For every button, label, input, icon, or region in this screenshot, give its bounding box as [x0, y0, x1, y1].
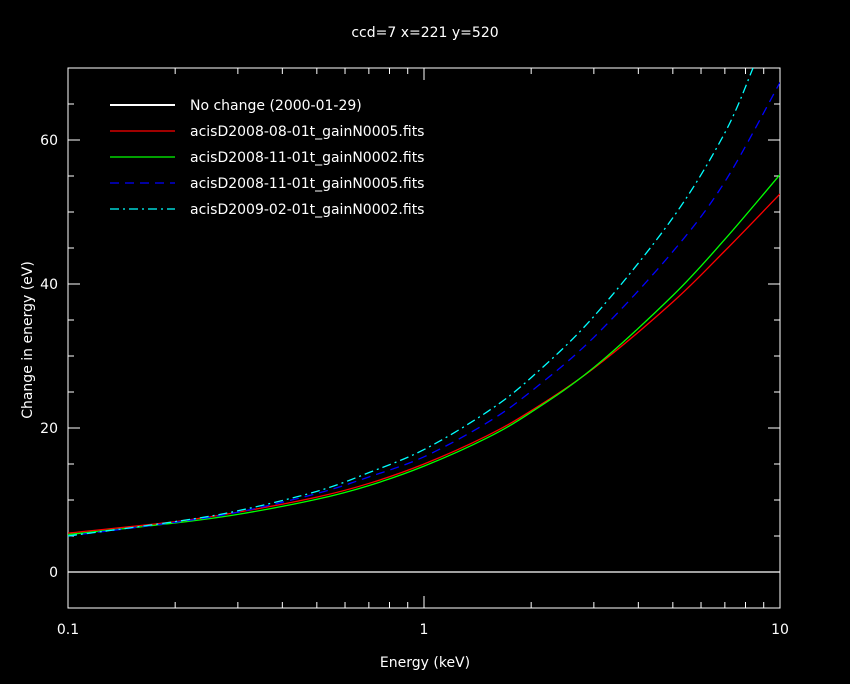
chart-title: ccd=7 x=221 y=520	[351, 25, 498, 41]
x-tick-label: 0.1	[57, 622, 79, 638]
series-layer	[68, 68, 780, 573]
series-line-4	[68, 82, 780, 537]
series-line-5	[68, 68, 754, 537]
legend-label: acisD2008-11-01t_gainN0005.fits	[190, 176, 424, 192]
plot-frame	[67, 67, 781, 609]
y-tick-label: 0	[49, 565, 58, 581]
x-tick-label: 1	[420, 622, 429, 638]
y-tick-label: 60	[40, 133, 58, 149]
legend-label: acisD2008-08-01t_gainN0005.fits	[190, 124, 424, 140]
series-line-2	[68, 193, 780, 534]
x-tick-label: 10	[771, 622, 789, 638]
legend-label: acisD2009-02-01t_gainN0002.fits	[190, 202, 424, 218]
axis-ticks: 0.1 1 10 0 20 40 60	[40, 67, 789, 638]
y-axis-label: Change in energy (eV)	[20, 261, 36, 419]
y-tick-label: 20	[40, 421, 58, 437]
x-axis-label: Energy (keV)	[380, 655, 470, 671]
legend-label: No change (2000-01-29)	[190, 98, 362, 114]
legend-label: acisD2008-11-01t_gainN0002.fits	[190, 150, 424, 166]
y-tick-label: 40	[40, 277, 58, 293]
legend: No change (2000-01-29) acisD2008-08-01t_g…	[110, 98, 424, 218]
series-line-3	[68, 174, 780, 536]
